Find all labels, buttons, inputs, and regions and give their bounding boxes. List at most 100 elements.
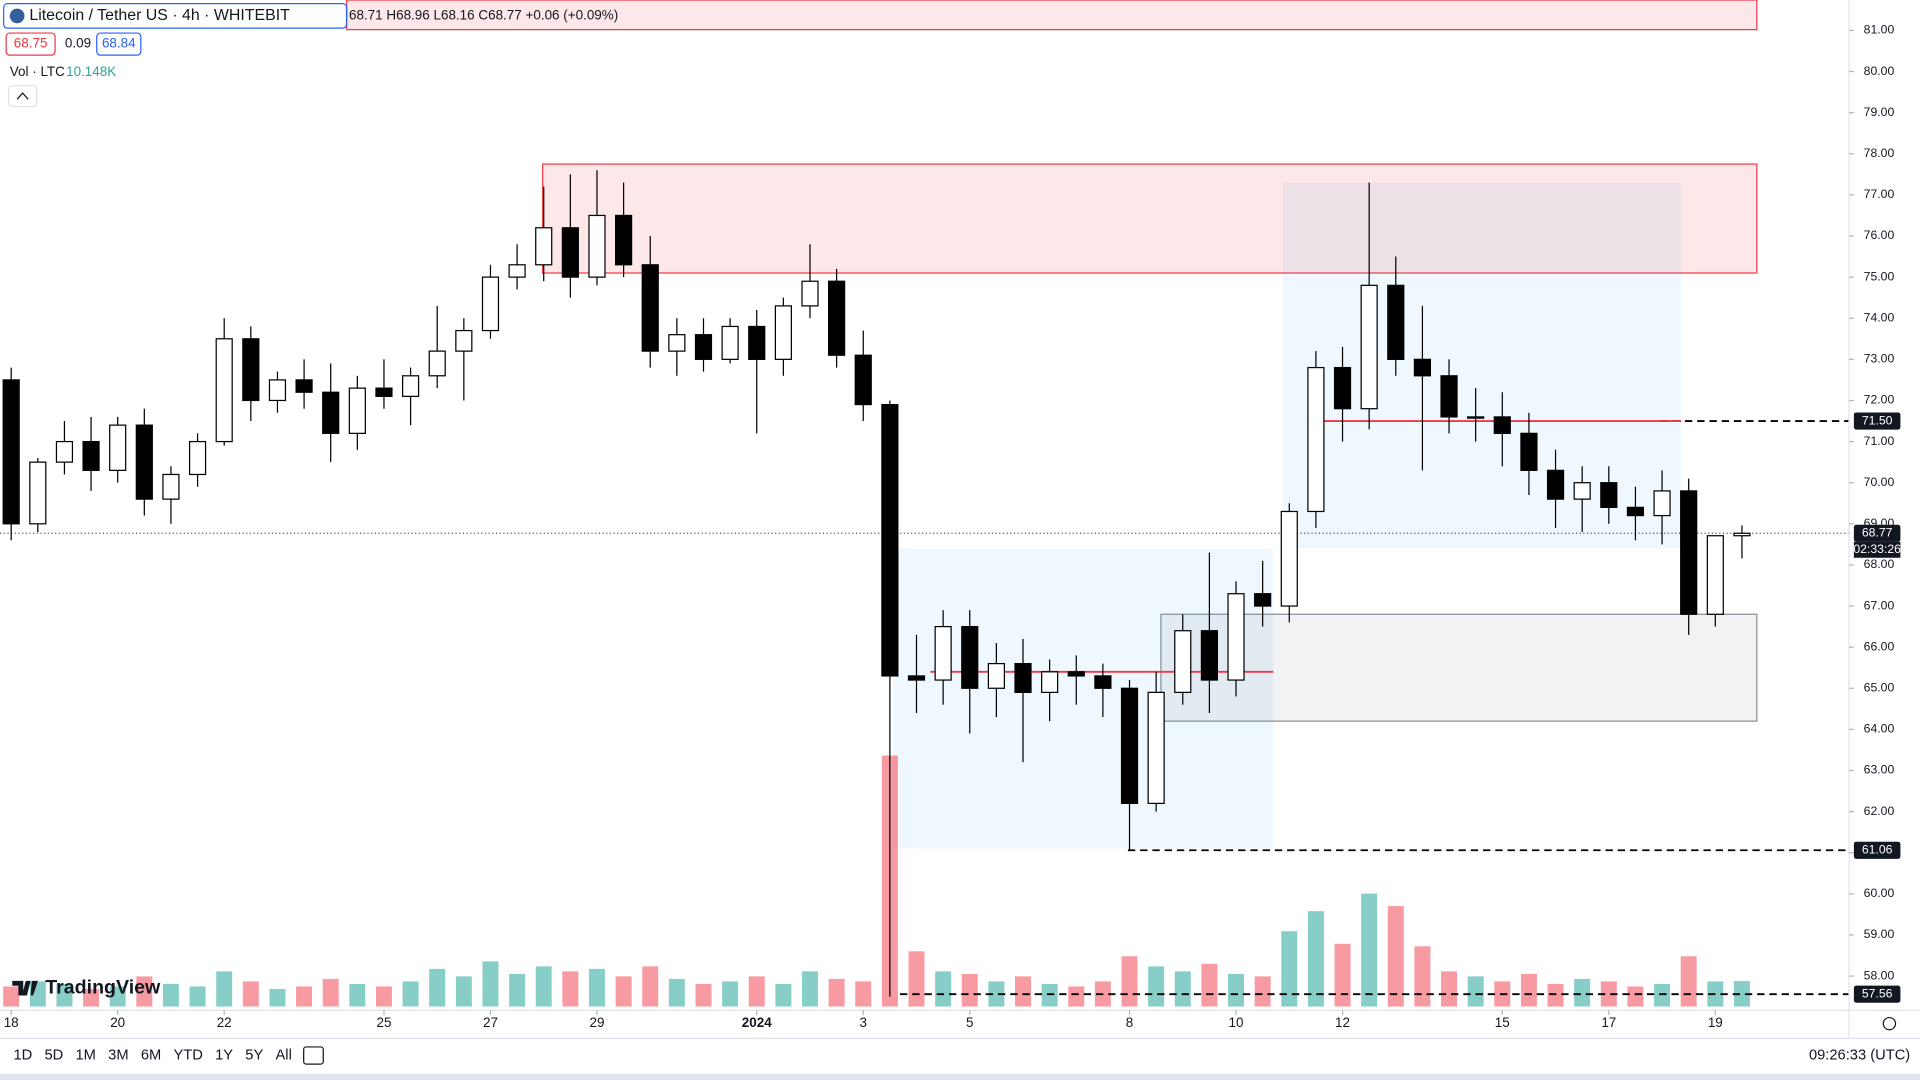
candle-body [641, 264, 659, 352]
volume-bar [1547, 983, 1564, 1007]
price-label-box [1853, 524, 1901, 542]
volume-bar [269, 988, 286, 1007]
candle-body [1041, 671, 1059, 693]
volume-bar [722, 981, 739, 1007]
candle-body [268, 379, 287, 402]
y-tick-label: 62.00 [1864, 804, 1895, 818]
volume-bar [1600, 981, 1617, 1007]
volume-bar [1068, 986, 1085, 1007]
price-label: 68.77 [1862, 526, 1893, 540]
volume-bar [642, 966, 659, 1007]
volume-bar [1041, 983, 1058, 1007]
countdown: 02:33:26 [1853, 542, 1901, 556]
candle-body [508, 264, 526, 278]
volume-bar [775, 983, 792, 1007]
y-tick-label: 63.00 [1864, 763, 1895, 777]
candle-body [1307, 366, 1325, 513]
ask[interactable]: 68.84 [102, 36, 136, 51]
volume-bar [1387, 906, 1404, 1007]
clock[interactable]: 09:26:33 (UTC) [1809, 1047, 1910, 1063]
candle-body [188, 440, 207, 476]
volume-bar [1467, 976, 1484, 1007]
y-tick-label: 73.00 [1864, 352, 1895, 366]
candle-body [1174, 630, 1192, 693]
bid[interactable]: 68.75 [14, 36, 48, 51]
volume-bar [1441, 971, 1458, 1007]
bid-box[interactable] [5, 32, 56, 56]
candle-body [29, 461, 47, 525]
x-tick-label: 29 [589, 1015, 604, 1030]
volume-bar [562, 971, 579, 1007]
candle-body [535, 227, 553, 266]
ask-box[interactable] [96, 32, 142, 56]
y-tick-label: 75.00 [1864, 269, 1895, 283]
candle-body [881, 403, 899, 677]
x-tick-label: 25 [376, 1015, 391, 1030]
volume-bar [242, 981, 259, 1007]
candle-body [1254, 593, 1272, 607]
candle-body [668, 334, 686, 352]
zone [542, 163, 1758, 274]
volume-bar [3, 986, 20, 1007]
y-tick-label: 67.00 [1864, 598, 1895, 612]
candle-body [934, 625, 952, 681]
y-tick-label: 78.00 [1864, 146, 1895, 160]
volume-bar [1414, 946, 1431, 1007]
y-tick-label: 59.00 [1864, 927, 1895, 941]
x-tick-label: 18 [4, 1015, 19, 1030]
range-button[interactable]: 5Y [245, 1047, 263, 1063]
candle-body [1467, 416, 1485, 419]
zone [1160, 613, 1758, 722]
candle-body [1120, 687, 1139, 805]
candle-body [1413, 358, 1432, 377]
range-button[interactable]: YTD [173, 1047, 202, 1063]
volume-bar [162, 983, 179, 1007]
candle-body [1387, 284, 1405, 360]
volume-bar [402, 981, 419, 1007]
candle-body [135, 424, 153, 500]
volume-bar [136, 976, 153, 1007]
candle-body [1360, 284, 1378, 410]
range-button[interactable]: 1Y [215, 1047, 233, 1063]
symbol-box[interactable] [3, 3, 348, 29]
candle-body [455, 329, 473, 352]
volume-bar [1148, 966, 1165, 1007]
logo[interactable]: TradingView [45, 976, 161, 998]
candle-body [1493, 416, 1511, 434]
volume-bar [1520, 973, 1537, 1007]
price-label-box [1853, 985, 1901, 1003]
candle-body [1706, 535, 1724, 615]
symbol-title[interactable]: Litecoin / Tether US · 4h · WHITEBIT [29, 7, 290, 24]
volume-bar [322, 978, 339, 1007]
range-button[interactable]: 1D [13, 1047, 32, 1063]
range-button[interactable]: All [276, 1047, 292, 1063]
calendar-icon[interactable] [303, 1046, 324, 1065]
x-tick-label: 27 [483, 1015, 498, 1030]
volume-bar [1121, 956, 1138, 1007]
candle-body [1094, 675, 1112, 689]
price-label-box [1853, 412, 1901, 430]
candle-body [428, 350, 446, 377]
range-button[interactable]: 1M [76, 1047, 96, 1063]
volume-bar [1361, 893, 1378, 1007]
x-tick-label: 12 [1335, 1015, 1350, 1030]
volume-bar [1201, 963, 1218, 1007]
range-button[interactable]: 6M [141, 1047, 161, 1063]
volume-bar [216, 971, 233, 1007]
y-tick-label: 72.00 [1864, 393, 1895, 407]
collapse-button[interactable] [7, 85, 38, 108]
volume-value: 10.148K [66, 64, 116, 79]
candle-body [588, 214, 606, 278]
range-button[interactable]: 5D [44, 1047, 63, 1063]
settings-icon[interactable] [1882, 1016, 1897, 1031]
volume-bar [1627, 986, 1644, 1007]
range-button[interactable]: 3M [108, 1047, 128, 1063]
y-tick-label: 64.00 [1864, 722, 1895, 736]
candle-body [1280, 510, 1298, 607]
plot-area [0, 0, 1849, 1007]
x-tick-label: 22 [217, 1015, 232, 1030]
candle-body [1680, 490, 1698, 615]
candle-body [55, 440, 74, 463]
volume-bar [482, 961, 499, 1007]
volume-bar [375, 986, 392, 1007]
